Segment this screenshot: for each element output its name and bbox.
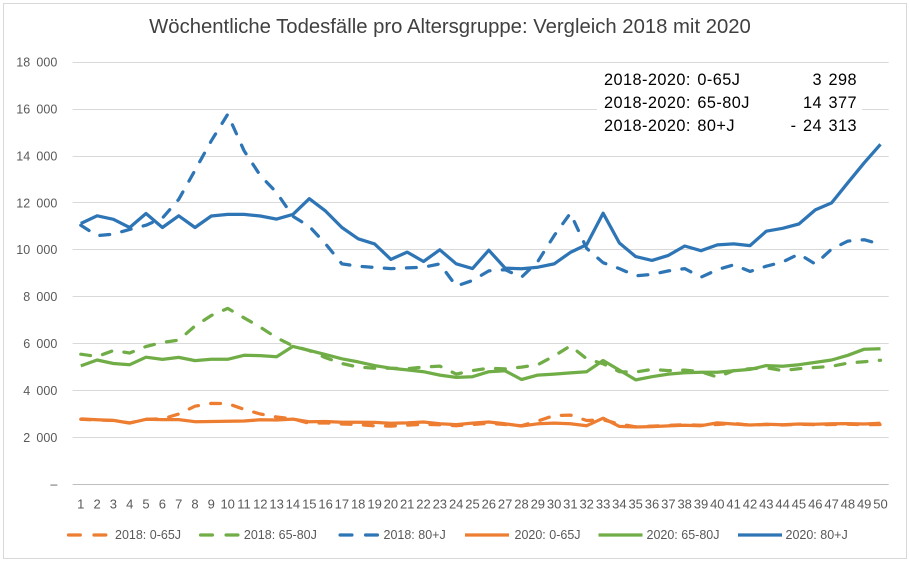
svg-text:2018: 65-80J: 2018: 65-80J [244, 528, 317, 542]
svg-text:4: 4 [126, 497, 133, 512]
svg-text:39: 39 [694, 497, 708, 512]
svg-text:21: 21 [400, 497, 414, 512]
svg-text:25: 25 [465, 497, 479, 512]
svg-text:3 298: 3 298 [813, 71, 858, 89]
svg-text:–: – [50, 477, 57, 491]
svg-text:8: 8 [191, 497, 198, 512]
svg-text:22: 22 [416, 497, 430, 512]
svg-text:40: 40 [710, 497, 724, 512]
svg-text:14 000: 14 000 [16, 149, 57, 163]
svg-text:2020: 80+J: 2020: 80+J [786, 528, 848, 542]
svg-text:14 377: 14 377 [803, 94, 857, 112]
svg-text:6 000: 6 000 [23, 337, 57, 351]
svg-text:4 000: 4 000 [23, 384, 57, 398]
svg-text:27: 27 [498, 497, 512, 512]
svg-text:3: 3 [110, 497, 117, 512]
svg-text:43: 43 [759, 497, 773, 512]
svg-text:32: 32 [579, 497, 593, 512]
svg-text:24: 24 [449, 497, 463, 512]
svg-text:2020: 65-80J: 2020: 65-80J [647, 528, 720, 542]
svg-text:2018-2020: 0-65J: 2018-2020: 0-65J [604, 71, 740, 89]
svg-text:2: 2 [93, 497, 100, 512]
svg-text:17: 17 [335, 497, 349, 512]
svg-text:20: 20 [384, 497, 398, 512]
svg-text:2018: 80+J: 2018: 80+J [384, 528, 446, 542]
svg-text:11: 11 [237, 497, 251, 512]
svg-text:16 000: 16 000 [16, 103, 57, 117]
svg-text:44: 44 [775, 497, 789, 512]
svg-text:33: 33 [596, 497, 610, 512]
svg-text:15: 15 [302, 497, 316, 512]
svg-text:2018: 0-65J: 2018: 0-65J [115, 528, 181, 542]
svg-text:46: 46 [808, 497, 822, 512]
svg-text:36: 36 [645, 497, 659, 512]
svg-text:34: 34 [612, 497, 626, 512]
svg-text:45: 45 [792, 497, 806, 512]
svg-text:6: 6 [159, 497, 166, 512]
svg-text:1: 1 [77, 497, 84, 512]
svg-text:10 000: 10 000 [16, 243, 57, 257]
svg-text:47: 47 [824, 497, 838, 512]
svg-text:7: 7 [175, 497, 182, 512]
svg-text:38: 38 [677, 497, 691, 512]
svg-text:26: 26 [482, 497, 496, 512]
svg-text:31: 31 [563, 497, 577, 512]
svg-text:35: 35 [628, 497, 642, 512]
svg-text:2018-2020: 65-80J: 2018-2020: 65-80J [604, 94, 750, 112]
svg-text:19: 19 [367, 497, 381, 512]
svg-text:48: 48 [841, 497, 855, 512]
svg-text:- 24 313: - 24 313 [791, 117, 857, 135]
svg-text:18: 18 [351, 497, 365, 512]
svg-text:9: 9 [208, 497, 215, 512]
svg-text:16: 16 [318, 497, 332, 512]
svg-text:2018-2020: 80+J: 2018-2020: 80+J [604, 117, 735, 135]
svg-text:2 000: 2 000 [23, 431, 57, 445]
svg-text:13: 13 [269, 497, 283, 512]
svg-text:18 000: 18 000 [16, 56, 57, 70]
svg-text:49: 49 [857, 497, 871, 512]
svg-text:12 000: 12 000 [16, 196, 57, 210]
svg-text:41: 41 [726, 497, 740, 512]
svg-text:2020: 0-65J: 2020: 0-65J [515, 528, 581, 542]
svg-text:30: 30 [547, 497, 561, 512]
svg-text:50: 50 [873, 497, 887, 512]
svg-text:23: 23 [433, 497, 447, 512]
svg-text:8 000: 8 000 [23, 290, 57, 304]
svg-text:29: 29 [531, 497, 545, 512]
svg-text:42: 42 [743, 497, 757, 512]
svg-text:Wöchentliche Todesfälle pro Al: Wöchentliche Todesfälle pro Altersgruppe… [149, 16, 751, 38]
svg-text:14: 14 [286, 497, 300, 512]
svg-text:10: 10 [220, 497, 234, 512]
svg-text:5: 5 [142, 497, 149, 512]
svg-text:12: 12 [253, 497, 267, 512]
svg-text:28: 28 [514, 497, 528, 512]
svg-text:37: 37 [661, 497, 675, 512]
